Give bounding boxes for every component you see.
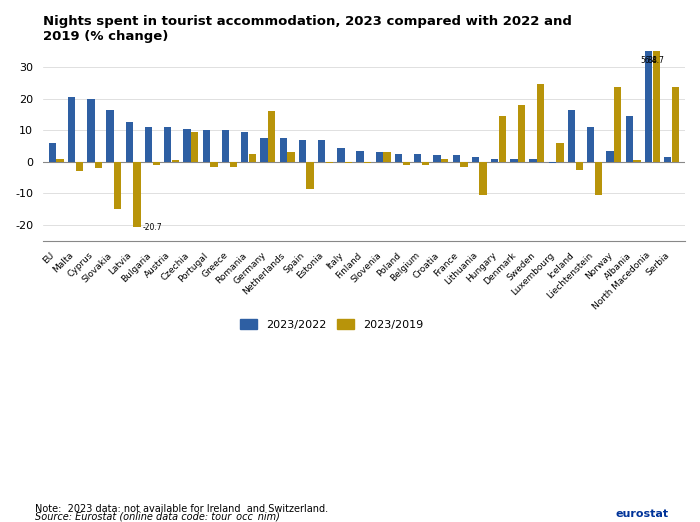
Bar bbox=[241, 132, 248, 162]
Bar bbox=[95, 162, 102, 168]
Text: Source: Eurostat (online data code: tour_occ_nim): Source: Eurostat (online data code: tour… bbox=[35, 512, 280, 522]
Bar bbox=[384, 152, 391, 162]
Bar bbox=[191, 132, 198, 162]
Bar bbox=[498, 116, 506, 162]
Bar bbox=[433, 156, 440, 162]
Bar bbox=[230, 162, 237, 167]
Bar bbox=[518, 105, 525, 162]
Bar bbox=[106, 110, 114, 162]
Text: -20.7: -20.7 bbox=[143, 223, 162, 232]
Bar bbox=[153, 162, 160, 165]
Bar bbox=[595, 162, 602, 195]
Bar bbox=[453, 156, 460, 162]
Bar bbox=[114, 162, 122, 209]
Bar bbox=[556, 143, 564, 162]
Bar bbox=[645, 0, 652, 162]
Bar bbox=[376, 152, 383, 162]
Bar bbox=[88, 99, 94, 162]
Bar bbox=[164, 127, 172, 162]
Bar bbox=[395, 154, 402, 162]
Bar bbox=[537, 85, 545, 162]
Bar bbox=[568, 110, 575, 162]
Bar bbox=[183, 128, 190, 162]
Bar bbox=[587, 127, 594, 162]
Bar bbox=[76, 162, 83, 171]
Bar bbox=[49, 143, 56, 162]
Bar bbox=[145, 127, 152, 162]
Bar bbox=[414, 154, 421, 162]
Bar bbox=[287, 152, 295, 162]
Bar bbox=[441, 159, 448, 162]
Bar bbox=[491, 159, 498, 162]
Bar bbox=[299, 140, 306, 162]
Bar bbox=[345, 162, 352, 163]
Bar bbox=[652, 0, 660, 162]
Bar bbox=[57, 159, 64, 162]
Bar bbox=[202, 130, 210, 162]
Bar bbox=[268, 111, 275, 162]
Text: 84.7: 84.7 bbox=[648, 56, 664, 65]
Bar bbox=[402, 162, 410, 165]
Bar bbox=[126, 122, 133, 162]
Bar bbox=[222, 130, 229, 162]
Text: 56.8: 56.8 bbox=[640, 56, 657, 65]
Legend: 2023/2022, 2023/2019: 2023/2022, 2023/2019 bbox=[236, 314, 428, 334]
Bar bbox=[549, 162, 556, 163]
Bar bbox=[337, 148, 344, 162]
Bar bbox=[529, 159, 537, 162]
Bar bbox=[614, 88, 622, 162]
Text: Note:  2023 data: not available for Ireland  and Switzerland.: Note: 2023 data: not available for Irela… bbox=[35, 504, 328, 514]
Bar bbox=[626, 116, 633, 162]
Bar bbox=[460, 162, 468, 167]
Bar bbox=[307, 162, 314, 189]
Bar bbox=[68, 97, 76, 162]
Bar bbox=[134, 162, 141, 227]
Bar bbox=[248, 154, 256, 162]
Bar bbox=[634, 160, 640, 162]
Bar bbox=[510, 159, 517, 162]
Bar bbox=[672, 88, 679, 162]
Bar bbox=[318, 140, 326, 162]
Bar bbox=[356, 151, 364, 162]
Bar bbox=[664, 157, 671, 162]
Bar bbox=[472, 157, 479, 162]
Bar bbox=[606, 151, 614, 162]
Text: Nights spent in tourist accommodation, 2023 compared with 2022 and
2019 (% chang: Nights spent in tourist accommodation, 2… bbox=[43, 15, 572, 43]
Bar bbox=[210, 162, 218, 167]
Bar bbox=[260, 138, 267, 162]
Bar bbox=[326, 162, 333, 163]
Bar bbox=[364, 162, 372, 163]
Bar bbox=[575, 162, 583, 170]
Bar bbox=[422, 162, 429, 165]
Bar bbox=[480, 162, 486, 195]
Bar bbox=[172, 160, 179, 162]
Bar bbox=[279, 138, 287, 162]
Text: eurostat: eurostat bbox=[616, 509, 669, 519]
